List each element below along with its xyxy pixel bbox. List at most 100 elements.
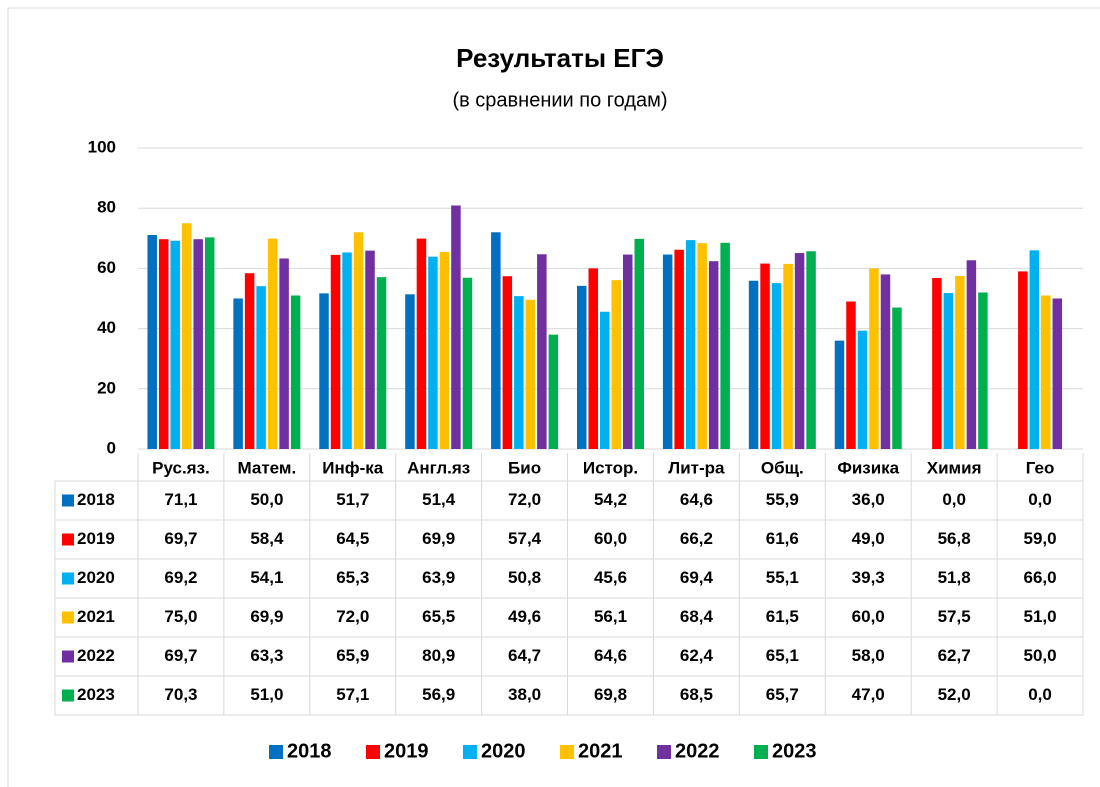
- bar: [525, 299, 536, 449]
- legend-key: [560, 745, 574, 759]
- data-label: 64,6: [680, 490, 713, 509]
- bar: [405, 294, 415, 449]
- bar: [1041, 295, 1051, 449]
- bar: [783, 263, 793, 449]
- bar: [600, 311, 610, 449]
- data-label: 62,7: [938, 646, 971, 665]
- bar: [932, 278, 942, 449]
- bar: [181, 223, 192, 449]
- x-tick-label: Матем.: [238, 458, 297, 477]
- legend-key: [366, 745, 380, 759]
- x-tick-label: Гео: [1026, 458, 1055, 477]
- data-label: 65,3: [336, 568, 369, 587]
- data-label: 65,1: [766, 646, 799, 665]
- data-label: 60,0: [852, 607, 885, 626]
- data-label: 51,0: [250, 685, 283, 704]
- data-label: 39,3: [852, 568, 885, 587]
- legend-key: [657, 745, 671, 759]
- legend-label: 2019: [384, 740, 429, 762]
- bar: [256, 286, 266, 449]
- bar: [748, 280, 759, 449]
- bar: [451, 205, 461, 449]
- legend-key: [463, 745, 477, 759]
- bar: [1052, 298, 1063, 449]
- data-label: 0,0: [1028, 685, 1052, 704]
- bar: [502, 276, 513, 449]
- legend-label: 2021: [578, 740, 623, 762]
- data-label: 68,5: [680, 685, 713, 704]
- bar: [170, 240, 180, 449]
- data-label: 51,4: [422, 490, 456, 509]
- data-label: 62,4: [680, 646, 714, 665]
- data-label: 66,0: [1023, 568, 1056, 587]
- data-label: 55,9: [766, 490, 799, 509]
- data-label: 60,0: [594, 529, 627, 548]
- bar: [588, 268, 598, 449]
- bar: [330, 254, 341, 449]
- chart-title: Результаты ЕГЭ: [456, 43, 664, 73]
- table-row-label: 2019: [77, 529, 115, 548]
- data-label: 63,9: [422, 568, 455, 587]
- bar: [319, 293, 329, 449]
- data-label: 45,6: [594, 568, 627, 587]
- data-label: 0,0: [942, 490, 966, 509]
- bar: [514, 296, 524, 449]
- bar: [760, 263, 770, 449]
- bar: [662, 254, 673, 449]
- data-label: 55,1: [766, 568, 799, 587]
- table-row-label: 2023: [77, 685, 115, 704]
- data-label: 38,0: [508, 685, 541, 704]
- x-tick-label: Рус.яз.: [152, 458, 210, 477]
- bar: [537, 254, 547, 449]
- data-label: 80,9: [422, 646, 455, 665]
- data-label: 57,4: [508, 529, 542, 548]
- chart-subtitle: (в сравнении по годам): [452, 89, 667, 111]
- data-label: 57,1: [336, 685, 369, 704]
- legend-label: 2023: [772, 740, 817, 762]
- data-label: 58,4: [250, 529, 284, 548]
- legend-key: [754, 745, 768, 759]
- bar: [943, 293, 954, 449]
- bar: [244, 273, 255, 449]
- bar: [267, 238, 278, 449]
- data-label: 64,5: [336, 529, 369, 548]
- bar: [685, 240, 696, 449]
- legend-key: [62, 650, 74, 663]
- legend-label: 2018: [287, 740, 332, 762]
- bar: [1018, 271, 1028, 449]
- legend-key: [62, 494, 74, 507]
- bar: [147, 234, 157, 449]
- data-label: 52,0: [938, 685, 971, 704]
- x-tick-label: Био: [508, 458, 541, 477]
- bar: [548, 334, 559, 449]
- data-label: 57,5: [938, 607, 971, 626]
- data-label: 54,2: [594, 490, 627, 509]
- bar: [279, 258, 289, 449]
- x-tick-label: Англ.яз: [407, 458, 470, 477]
- legend-key: [62, 689, 74, 702]
- data-label: 50,8: [508, 568, 541, 587]
- bar: [353, 232, 364, 449]
- bar: [290, 295, 301, 449]
- legend-key: [269, 745, 283, 759]
- data-label: 63,3: [250, 646, 283, 665]
- data-label: 50,0: [1023, 646, 1056, 665]
- bar: [966, 260, 977, 449]
- legend-key: [62, 533, 74, 546]
- data-label: 61,5: [766, 607, 799, 626]
- data-label: 75,0: [164, 607, 197, 626]
- data-label: 56,1: [594, 607, 627, 626]
- legend-label: 2020: [481, 740, 526, 762]
- bar: [880, 274, 891, 449]
- x-tick-label: Физика: [837, 458, 899, 477]
- bar: [365, 250, 375, 449]
- data-label: 69,7: [164, 529, 197, 548]
- data-label: 72,0: [508, 490, 541, 509]
- data-label: 56,8: [938, 529, 971, 548]
- legend-label: 2022: [675, 740, 720, 762]
- bar: [857, 330, 868, 449]
- y-tick-label: 60: [97, 258, 116, 277]
- y-tick-label: 20: [97, 378, 116, 397]
- data-label: 64,7: [508, 646, 541, 665]
- data-label: 51,7: [336, 490, 369, 509]
